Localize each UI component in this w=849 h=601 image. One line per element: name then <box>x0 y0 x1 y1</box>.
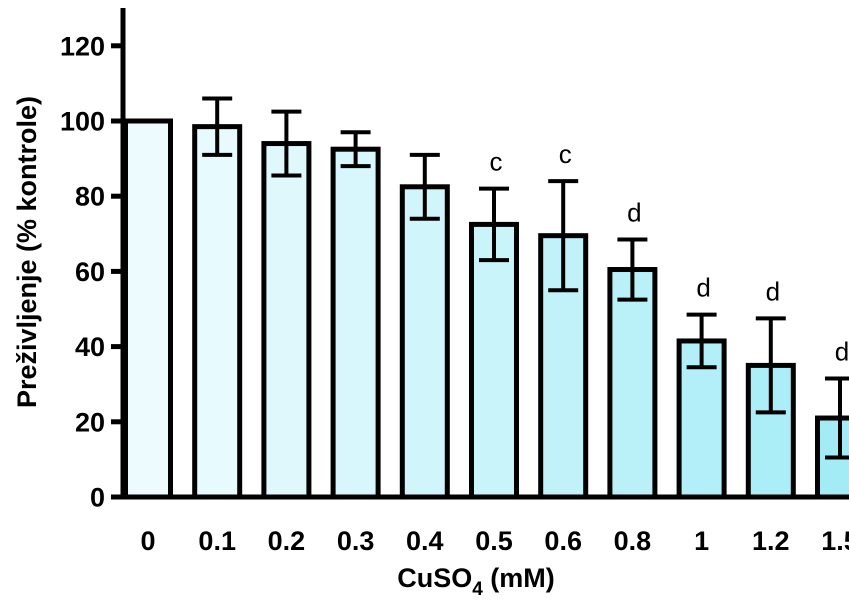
bar <box>123 118 173 500</box>
x-tick-label: 1 <box>694 526 709 556</box>
x-axis-title-main: CuSO <box>397 563 472 593</box>
bar <box>607 267 658 500</box>
y-tick-label: 120 <box>60 31 105 61</box>
axes-layer <box>120 8 846 500</box>
significance-label: d <box>835 337 849 367</box>
x-tick-label: 0.1 <box>198 526 236 556</box>
bar <box>469 221 519 500</box>
x-tick-label: 0.4 <box>406 526 444 556</box>
bars-layer <box>123 118 849 500</box>
bar <box>399 184 450 500</box>
x-tick-label: 0.6 <box>544 526 582 556</box>
y-tick-label: 60 <box>75 257 105 287</box>
bar <box>192 124 243 500</box>
y-tick-label: 100 <box>60 107 105 137</box>
x-tick-label: 1.2 <box>752 526 790 556</box>
x-tick-label: 0.3 <box>337 526 375 556</box>
x-axis-title: CuSO4 (mM) <box>397 563 555 600</box>
x-ticks-layer: 0 0.1 0.2 0.3 0.4 0.5 0.6 0.8 1 1.2 1.5 <box>140 526 849 556</box>
error-bars-layer <box>202 96 849 460</box>
x-tick-label: 1.5 <box>821 526 849 556</box>
x-axis-title-subscript: 4 <box>472 579 483 600</box>
y-tick-label: 20 <box>75 407 105 437</box>
significance-label: d <box>766 276 780 306</box>
x-tick-label: 0.8 <box>614 526 652 556</box>
y-axis-title: Preživljenje (% kontrole) <box>12 96 42 408</box>
significance-labels-layer: c c d d d d <box>490 139 849 366</box>
y-ticks-layer: 0 20 40 60 80 100 120 <box>60 31 123 513</box>
bar <box>261 141 312 500</box>
significance-label: d <box>696 273 710 303</box>
x-tick-label: 0 <box>140 526 155 556</box>
significance-label: c <box>490 147 503 177</box>
x-tick-label: 0.2 <box>268 526 306 556</box>
y-tick-label: 0 <box>90 483 105 513</box>
x-axis-title-suffix: (mM) <box>483 563 555 593</box>
bar <box>330 146 381 500</box>
y-tick-label: 80 <box>75 182 105 212</box>
y-tick-label: 40 <box>75 332 105 362</box>
x-tick-label: 0.5 <box>475 526 513 556</box>
significance-label: c <box>559 139 572 169</box>
significance-label: d <box>627 197 641 227</box>
